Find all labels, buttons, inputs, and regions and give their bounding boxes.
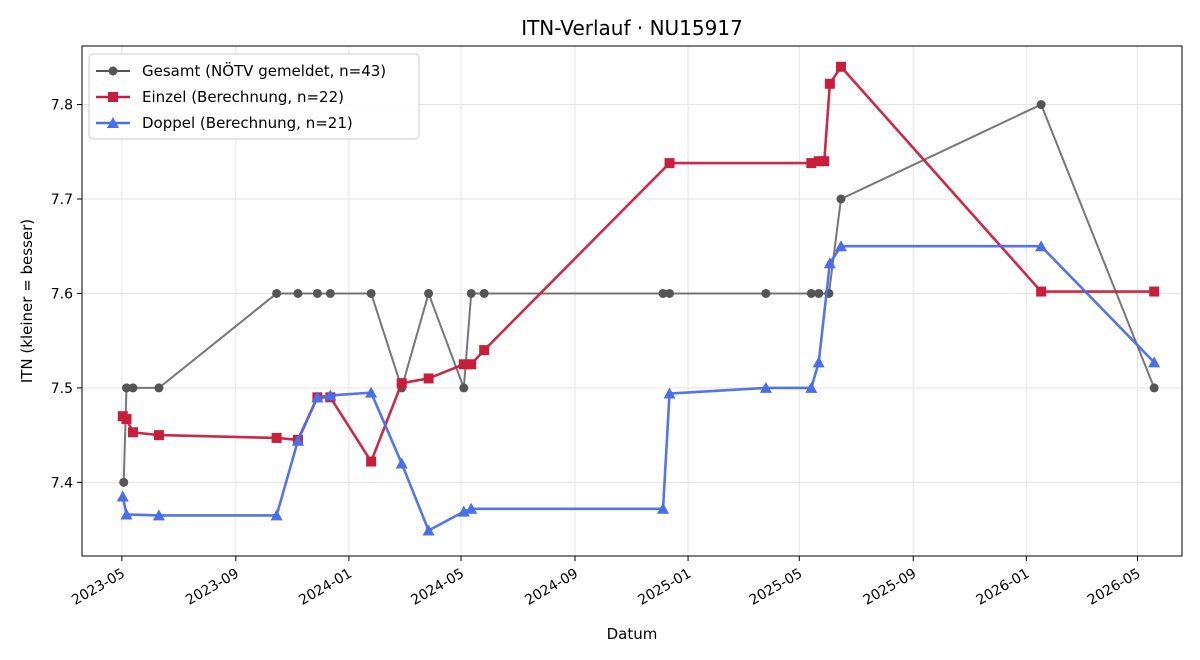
data-point [325, 288, 335, 298]
series-2 [116, 240, 1161, 536]
data-point [458, 359, 469, 370]
data-point [1036, 100, 1046, 110]
data-point [293, 288, 303, 298]
data-point [805, 381, 818, 393]
data-point [119, 477, 129, 487]
legend-marker [108, 92, 118, 102]
data-point [271, 432, 282, 443]
data-point [395, 457, 408, 469]
data-point [479, 288, 489, 298]
data-point [664, 158, 675, 169]
data-point [761, 288, 771, 298]
data-point [1148, 356, 1161, 368]
data-point [121, 383, 131, 393]
legend: Gesamt (NÖTV gemeldet, n=43) Einzel (Bere… [88, 53, 420, 140]
data-point [152, 509, 165, 521]
data-point [366, 456, 377, 467]
data-point [153, 430, 164, 441]
data-point [324, 389, 337, 401]
legend-label: Gesamt (NÖTV gemeldet, n=43) [142, 61, 386, 80]
data-point [424, 288, 434, 298]
data-point [835, 61, 846, 72]
data-point [665, 288, 675, 298]
data-point [154, 383, 164, 393]
y-tick-label: 7.8 [51, 98, 73, 114]
data-point [128, 383, 138, 393]
data-point [819, 156, 830, 167]
plot-frame [81, 45, 1183, 557]
legend-marker [108, 66, 118, 76]
data-point [312, 288, 322, 298]
series-0 [119, 100, 1159, 487]
data-point [459, 383, 469, 393]
data-point [658, 288, 668, 298]
data-point [466, 288, 476, 298]
series-line [121, 65, 1155, 463]
data-point [465, 502, 478, 514]
data-point [270, 509, 283, 521]
data-point [291, 434, 304, 446]
data-point [422, 524, 435, 536]
y-tick-label: 7.6 [51, 286, 73, 302]
chart-title: ITN-Verlauf · NU15917 [521, 16, 743, 40]
data-point [759, 381, 772, 393]
data-point [657, 502, 670, 514]
data-point [1036, 286, 1047, 297]
data-point [457, 505, 470, 517]
data-point [814, 288, 824, 298]
data-point [127, 427, 138, 438]
data-point [365, 386, 378, 398]
legend-label: Doppel (Berechnung, n=21) [142, 114, 353, 132]
data-point [813, 156, 824, 167]
data-point [479, 345, 490, 356]
y-axis-label: ITN (kleiner = besser) [18, 219, 36, 383]
legend-marker [107, 117, 119, 128]
data-point [466, 359, 477, 370]
data-point [836, 194, 846, 204]
data-point [272, 288, 282, 298]
legend-label: Einzel (Berechnung, n=22) [142, 88, 344, 106]
data-point [823, 257, 836, 269]
data-point [311, 391, 324, 403]
data-point [423, 373, 434, 384]
data-point [834, 240, 847, 252]
data-point [396, 378, 407, 389]
data-point [1149, 383, 1159, 393]
x-axis-label: Datum [607, 625, 658, 643]
data-point [812, 356, 825, 368]
data-point [1035, 240, 1048, 252]
data-point [1149, 286, 1160, 297]
y-tick-label: 7.7 [51, 192, 73, 208]
series-layer [116, 61, 1161, 536]
legend-box [88, 53, 420, 140]
data-point [120, 508, 133, 520]
data-point [116, 490, 129, 502]
data-point [663, 387, 676, 399]
data-point [806, 158, 817, 169]
data-point [366, 288, 376, 298]
data-point [824, 78, 835, 89]
data-point [121, 414, 132, 425]
data-point [806, 288, 816, 298]
y-tick-label: 7.5 [51, 381, 73, 397]
y-tick-label: 7.4 [51, 475, 73, 491]
